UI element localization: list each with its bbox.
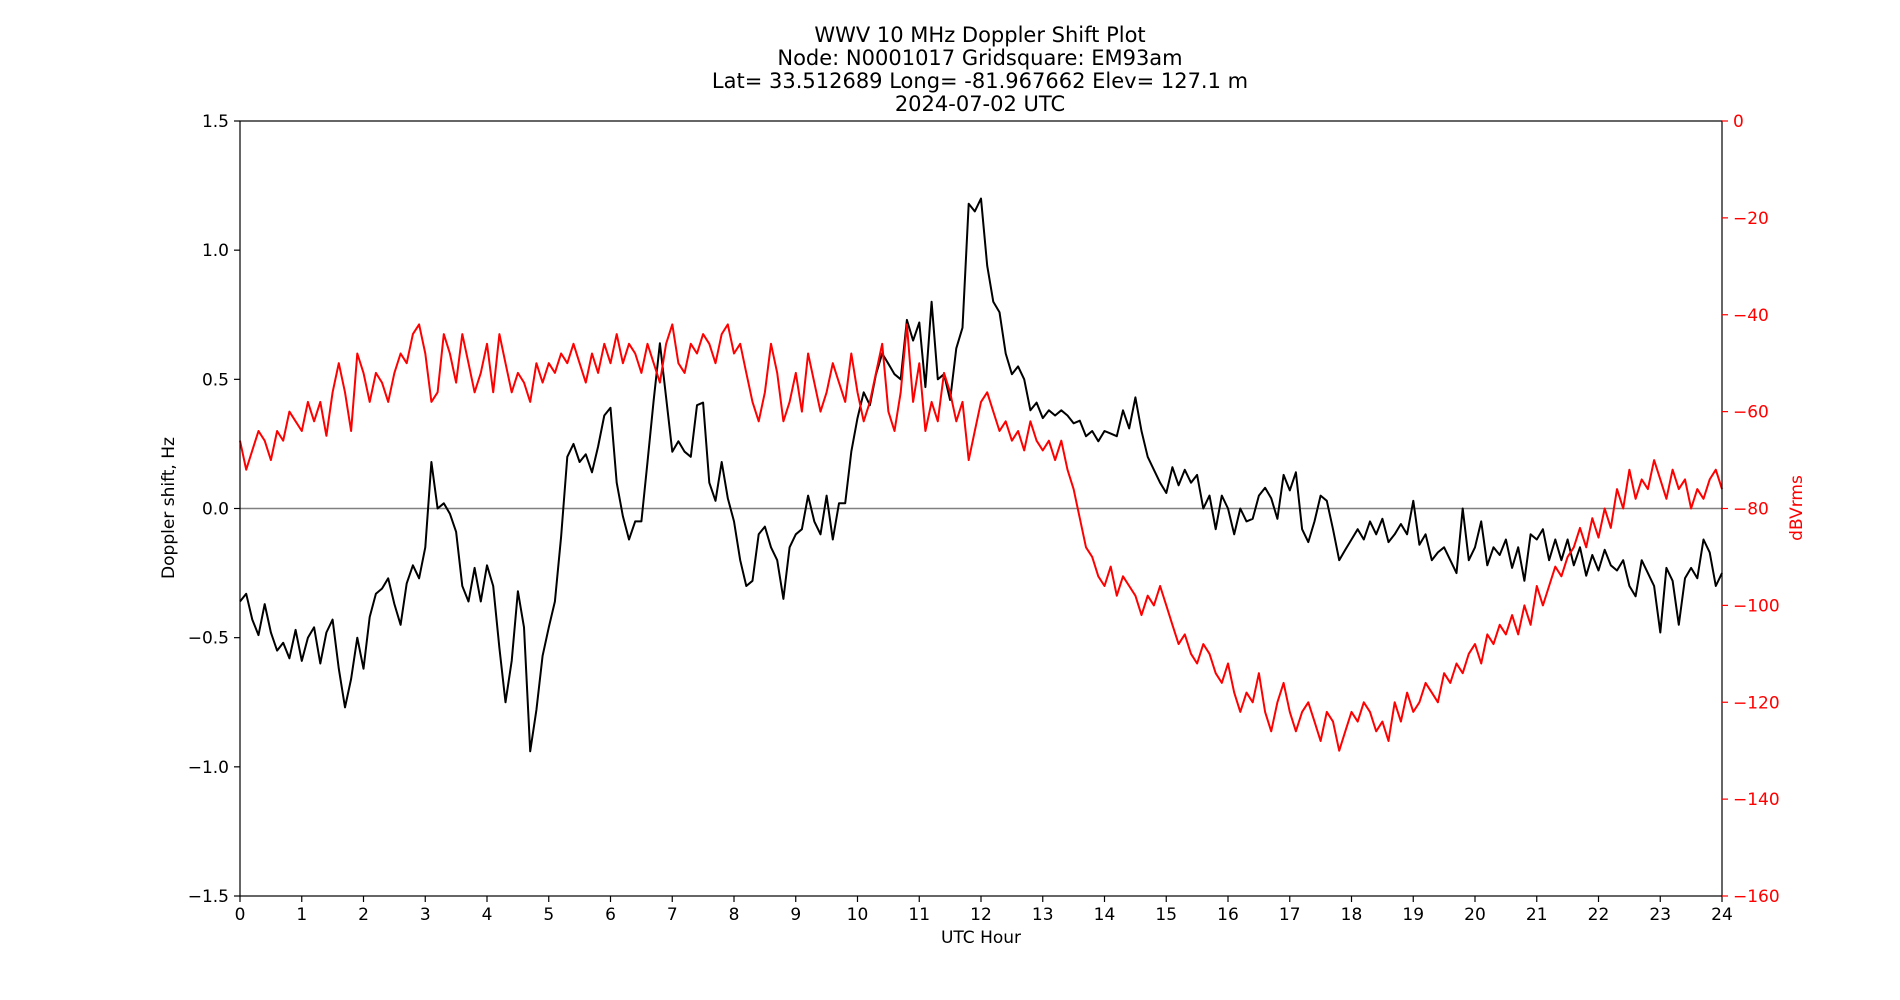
title-line-4: 2024-07-02 UTC (895, 92, 1065, 116)
y-right-tick-label: −80 (1733, 500, 1769, 520)
x-tick-label: 15 (1155, 905, 1177, 925)
y-right-tick-label: −120 (1733, 693, 1780, 713)
x-tick-label: 16 (1217, 905, 1239, 925)
y-right-tick-label: −60 (1733, 403, 1769, 423)
x-tick-label: 19 (1402, 905, 1424, 925)
chart-title: WWV 10 MHz Doppler Shift Plot Node: N000… (712, 23, 1248, 116)
x-tick-label: 23 (1649, 905, 1671, 925)
title-line-1: WWV 10 MHz Doppler Shift Plot (814, 23, 1145, 47)
title-line-3: Lat= 33.512689 Long= -81.967662 Elev= 12… (712, 69, 1248, 93)
x-tick-label: 6 (605, 905, 616, 925)
y-left-tick-label: 1.0 (202, 241, 229, 261)
x-tick-label: 1 (296, 905, 307, 925)
y-left-tick-label: 0.0 (202, 500, 229, 520)
y-axis-left-label: Doppler shift, Hz (159, 437, 179, 579)
y-left-tick-label: 1.5 (202, 112, 229, 132)
x-tick-label: 2 (358, 905, 369, 925)
x-tick-label: 8 (729, 905, 740, 925)
x-tick-label: 10 (847, 905, 869, 925)
y-left-tick-label: −1.5 (188, 887, 229, 907)
title-line-2: Node: N0001017 Gridsquare: EM93am (777, 46, 1182, 70)
y-right-tick-label: 0 (1733, 112, 1744, 132)
y-right-tick-label: −160 (1733, 887, 1780, 907)
x-tick-label: 24 (1711, 905, 1733, 925)
x-tick-label: 7 (667, 905, 678, 925)
x-tick-label: 14 (1094, 905, 1116, 925)
x-tick-label: 20 (1464, 905, 1486, 925)
x-tick-label: 12 (970, 905, 992, 925)
y-axis-right: 0 −20 −40 −60 −80 −100 −120 −140 −160 (1722, 112, 1780, 907)
x-tick-label: 0 (235, 905, 246, 925)
x-tick-label: 22 (1588, 905, 1610, 925)
x-tick-label: 21 (1526, 905, 1548, 925)
y-left-tick-label: 0.5 (202, 370, 229, 390)
y-axis-left: 1.5 1.0 0.5 0.0 −0.5 −1.0 −1.5 (188, 112, 240, 907)
x-tick-label: 3 (420, 905, 431, 925)
doppler-series-line (239, 197, 1723, 753)
power-series-line (239, 323, 1723, 752)
y-left-tick-label: −0.5 (188, 629, 229, 649)
x-tick-label: 17 (1279, 905, 1301, 925)
y-axis-right-label: dBVrms (1787, 475, 1807, 541)
x-axis: 0 1 2 3 4 5 6 7 8 9 10 11 12 13 14 15 16 17 18 19 20 21 22 23 24 (235, 896, 1733, 925)
x-tick-label: 4 (482, 905, 493, 925)
x-axis-label: UTC Hour (941, 928, 1021, 948)
y-left-tick-label: −1.0 (188, 758, 229, 778)
y-right-tick-label: −40 (1733, 306, 1769, 326)
y-right-tick-label: −140 (1733, 790, 1780, 810)
series-layer (239, 197, 1723, 753)
x-tick-label: 11 (908, 905, 930, 925)
x-tick-label: 9 (790, 905, 801, 925)
x-tick-label: 5 (543, 905, 554, 925)
y-right-tick-label: −100 (1733, 596, 1780, 616)
x-tick-label: 13 (1032, 905, 1054, 925)
x-tick-label: 18 (1341, 905, 1363, 925)
y-right-tick-label: −20 (1733, 209, 1769, 229)
